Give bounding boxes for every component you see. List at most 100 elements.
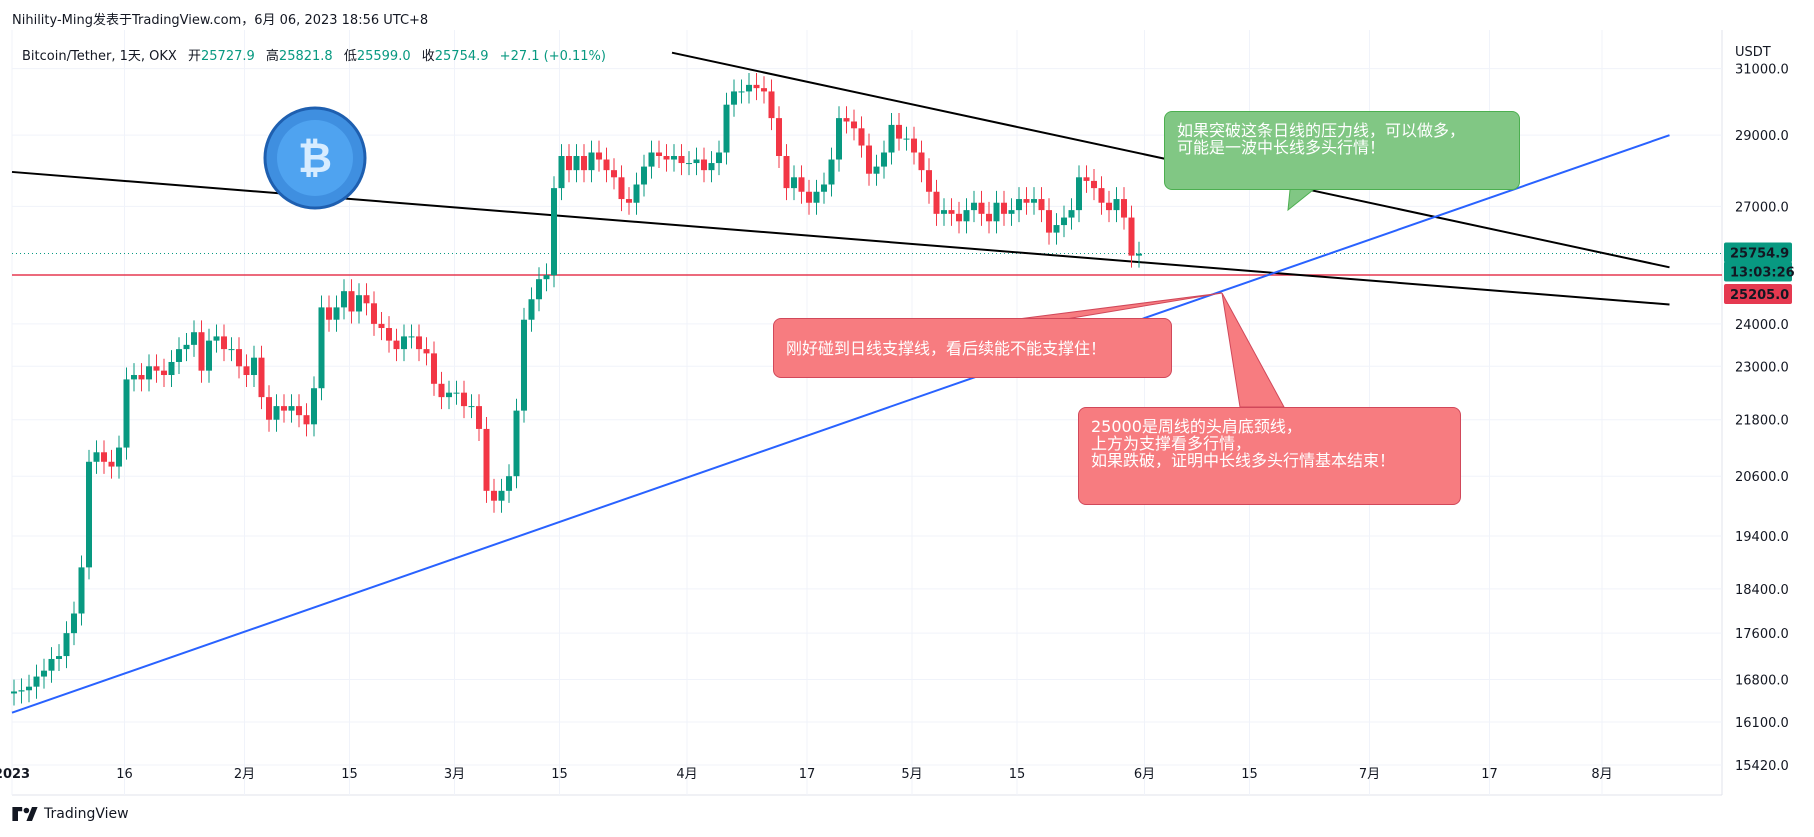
candle-body	[738, 91, 745, 93]
candle-body	[963, 210, 970, 222]
candle-body	[176, 349, 182, 362]
time-tick-14: 8月	[1591, 767, 1612, 782]
candle-body	[71, 613, 77, 634]
time-tick-1: 16	[116, 767, 133, 782]
price-tick-9: 17600.0	[1735, 627, 1789, 642]
candle-body	[86, 461, 92, 568]
candle-body	[63, 633, 70, 657]
candle-body	[656, 152, 662, 157]
candle-body	[843, 118, 850, 122]
candle-body	[813, 191, 820, 203]
candle-body	[941, 210, 947, 214]
candle-body	[588, 152, 595, 171]
candle-body	[836, 118, 842, 160]
open-label: 开	[187, 49, 201, 64]
level-price-badge-bg	[1724, 284, 1792, 305]
candle-body	[798, 177, 805, 192]
candle-body	[26, 686, 32, 691]
currency-label: USDT	[1735, 45, 1771, 60]
candle-body	[888, 124, 895, 153]
candle-body	[753, 84, 760, 89]
bitcoin-logo-face	[277, 120, 353, 196]
price-tick-2: 27000.0	[1735, 200, 1789, 215]
candle-body	[933, 191, 940, 214]
support-touch-callout[interactable]: 刚好碰到日线支撑线，看后续能不能支撑住！	[773, 318, 1172, 378]
candle-body	[1008, 210, 1015, 214]
candle-body	[11, 691, 17, 694]
candle-body	[1083, 177, 1090, 181]
candle-body	[626, 199, 632, 203]
candle-body	[93, 452, 100, 462]
candle-body	[56, 656, 62, 659]
candle-body	[851, 121, 857, 129]
candle-body	[1001, 202, 1007, 214]
neckline-callout-line-3: 如果跌破，证明中长线多头行情基本结束！	[1091, 451, 1396, 470]
candle-body	[986, 213, 992, 222]
candle-body	[281, 406, 287, 411]
candle-body	[896, 124, 902, 139]
candles	[11, 72, 1142, 706]
time-tick-9: 15	[1009, 767, 1026, 782]
candle-body	[596, 152, 602, 160]
candle-body	[641, 166, 647, 185]
last-price-badge-bg	[1724, 242, 1792, 263]
countdown-badge-bg	[1724, 261, 1792, 282]
breakout-callout[interactable]: 如果突破这条日线的压力线，可以做多， 可能是一波中长线多头行情！	[1164, 111, 1520, 190]
neckline-callout[interactable]: 25000是周线的头肩底颈线， 上方为支撑看多行情， 如果跌破，证明中长线多头行…	[1078, 407, 1461, 505]
price-tick-11: 16100.0	[1735, 716, 1789, 731]
price-tick-4: 23000.0	[1735, 360, 1789, 375]
candle-body	[288, 406, 295, 411]
candle-body	[311, 388, 317, 425]
change-value: +27.1 (+0.11%)	[499, 49, 606, 64]
close-value: 25754.9	[434, 49, 489, 64]
candle-body	[806, 191, 812, 203]
breakout-callout-line-2: 可能是一波中长线多头行情！	[1177, 138, 1386, 157]
candle-body	[446, 392, 452, 398]
candle-body	[491, 490, 497, 501]
candle-body	[881, 152, 887, 167]
candle-body	[633, 184, 640, 203]
candle-body	[341, 291, 347, 308]
candle-body	[1121, 199, 1127, 218]
candle-body	[918, 152, 925, 171]
candle-body	[701, 159, 707, 171]
candle-body	[768, 91, 775, 119]
candle-body	[761, 88, 767, 92]
low-label: 低	[343, 49, 357, 64]
price-tick-5: 21800.0	[1735, 414, 1789, 429]
candle-body	[326, 307, 332, 320]
symbol-ohlc-bar: Bitcoin/Tether, 1天, OKX 开25727.9 高25821.…	[22, 45, 606, 64]
candle-body	[663, 156, 670, 160]
candle-body	[138, 375, 145, 380]
candle-body	[581, 156, 587, 171]
candle-body	[693, 159, 700, 164]
candle-body	[603, 159, 610, 171]
candle-body	[1136, 253, 1142, 256]
time-tick-4: 3月	[444, 767, 465, 782]
candle-body	[431, 353, 437, 384]
candle-body	[251, 357, 257, 376]
candle-body	[686, 163, 692, 165]
candle-body	[911, 138, 917, 153]
time-tick-12: 7月	[1359, 767, 1380, 782]
candle-body	[1053, 225, 1060, 233]
price-tick-7: 19400.0	[1735, 530, 1789, 545]
footer-brand[interactable]: TradingView	[12, 806, 129, 822]
candle-body	[821, 184, 827, 192]
time-axis: 2023 16 2月 15 3月 15 4月 17 5月 15 6月 15 7月 17 8月	[0, 767, 1613, 782]
candle-body	[1061, 217, 1067, 226]
candle-body	[273, 406, 280, 420]
candle-body	[378, 323, 385, 329]
high-value: 25821.8	[278, 49, 333, 64]
low-value: 25599.0	[356, 49, 411, 64]
candle-body	[243, 366, 250, 376]
candle-body	[926, 170, 932, 192]
candle-body	[1076, 177, 1082, 211]
candle-body	[183, 344, 190, 350]
price-tick-1: 29000.0	[1735, 129, 1789, 144]
candle-body	[573, 156, 580, 171]
time-tick-13: 17	[1481, 767, 1498, 782]
time-tick-6: 4月	[676, 767, 697, 782]
candle-body	[873, 166, 880, 174]
